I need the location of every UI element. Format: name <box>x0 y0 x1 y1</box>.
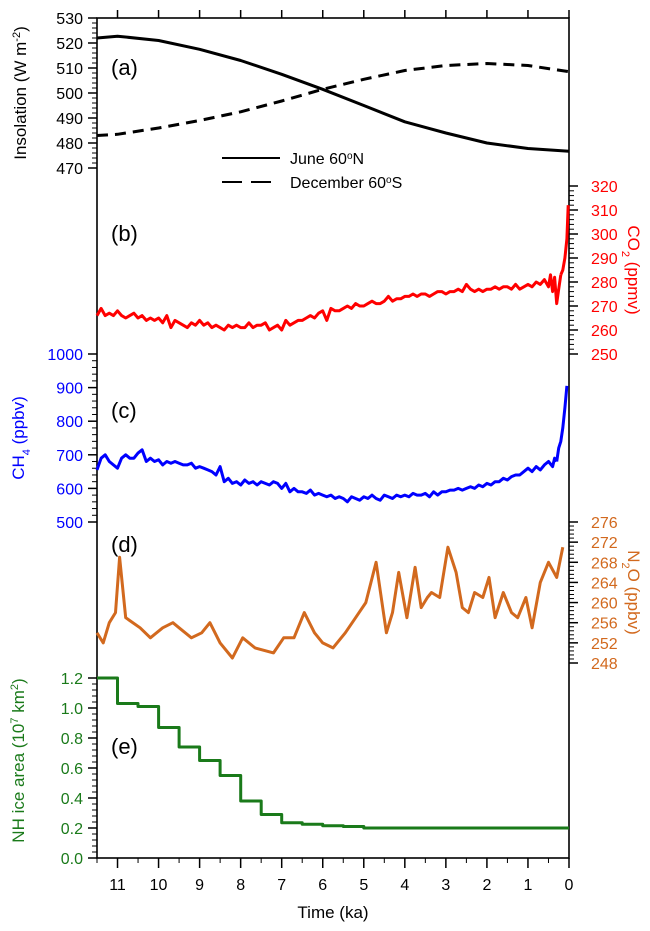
y-tick-label: 268 <box>591 555 618 572</box>
y-tick-label: 530 <box>56 11 83 28</box>
y-tick-label: 510 <box>56 61 83 78</box>
y-tick-label: 0.6 <box>61 761 83 778</box>
series-line-1-1 <box>559 205 570 276</box>
y-tick-label: 0.2 <box>61 821 83 838</box>
x-tick-label: 11 <box>109 877 126 894</box>
y-tick-label: 500 <box>56 86 83 103</box>
y-tick-label: 1000 <box>47 347 83 364</box>
tick-layer <box>88 10 578 868</box>
y-tick-label: 310 <box>591 203 618 220</box>
x-tick-label: 2 <box>482 877 491 894</box>
y-tick-label: 0.4 <box>61 791 83 808</box>
x-tick-label: 1 <box>524 877 533 894</box>
y-tick-label: 300 <box>591 227 618 244</box>
x-tick-label: 9 <box>195 877 204 894</box>
y-tick-label: 250 <box>591 347 618 364</box>
y-tick-label: 272 <box>591 535 618 552</box>
y-tick-label: 900 <box>56 381 83 398</box>
y-tick-label: 480 <box>56 136 83 153</box>
legend-label-0: June 60oN <box>290 151 364 169</box>
y-axis-label-3: N2O (ppbv) <box>619 550 643 635</box>
y-axis-label-2: CH4 (ppbv) <box>9 396 33 480</box>
x-tick-label: 4 <box>400 877 409 894</box>
y-tick-label: 320 <box>591 179 618 196</box>
y-tick-label: 264 <box>591 575 618 592</box>
y-tick-label: 600 <box>56 481 83 498</box>
y-axis-label-0: Insolation (W m-2) <box>11 26 30 160</box>
y-axis-label-4: NH ice area (107 km2) <box>9 678 28 842</box>
series-layer <box>95 34 570 830</box>
x-tick-label: 10 <box>150 877 168 894</box>
panel-label-3: (d) <box>111 532 138 557</box>
y-tick-label: 280 <box>591 275 618 292</box>
panel-label-2: (c) <box>111 398 137 423</box>
series-line-2-0 <box>95 448 558 504</box>
y-tick-label: 0.0 <box>61 851 83 868</box>
x-tick-label: 5 <box>359 877 368 894</box>
y-tick-label: 0.8 <box>61 731 83 748</box>
y-tick-label: 260 <box>591 323 618 340</box>
y-tick-label: 490 <box>56 111 83 128</box>
y-tick-label: 270 <box>591 299 618 316</box>
y-axis-label-1: CO2 (ppmv) <box>619 225 643 314</box>
y-tick-label: 1.0 <box>61 701 83 718</box>
series-line-1-0 <box>95 273 563 332</box>
series-line-0-0 <box>96 34 570 153</box>
series-line-4-0 <box>97 676 569 830</box>
y-tick-label: 276 <box>591 515 618 532</box>
y-tick-label: 252 <box>591 636 618 653</box>
x-tick-label: 3 <box>441 877 450 894</box>
panel-label-0: (a) <box>111 55 138 80</box>
y-tick-label: 500 <box>56 515 83 532</box>
y-tick-label: 1.2 <box>61 671 83 688</box>
y-tick-label: 700 <box>56 448 83 465</box>
y-tick-label: 256 <box>591 616 618 633</box>
legend-label-1: December 60oS <box>290 175 402 193</box>
y-tick-label: 470 <box>56 161 83 178</box>
panel-label-4: (e) <box>111 734 138 759</box>
series-line-2-1 <box>555 385 569 462</box>
x-tick-label: 6 <box>318 877 327 894</box>
y-tick-label: 248 <box>591 656 618 673</box>
x-tick-label: 7 <box>277 877 286 894</box>
series-line-0-1 <box>96 62 570 137</box>
y-tick-label: 260 <box>591 596 618 613</box>
y-tick-label: 800 <box>56 414 83 431</box>
y-tick-label: 290 <box>591 251 618 268</box>
series-line-3-0 <box>95 545 565 660</box>
y-tick-label: 520 <box>56 36 83 53</box>
panel-label-1: (b) <box>111 221 138 246</box>
x-axis-label: Time (ka) <box>297 903 368 922</box>
x-tick-label: 0 <box>565 877 574 894</box>
plot-frame <box>96 17 570 859</box>
x-tick-label: 8 <box>236 877 245 894</box>
